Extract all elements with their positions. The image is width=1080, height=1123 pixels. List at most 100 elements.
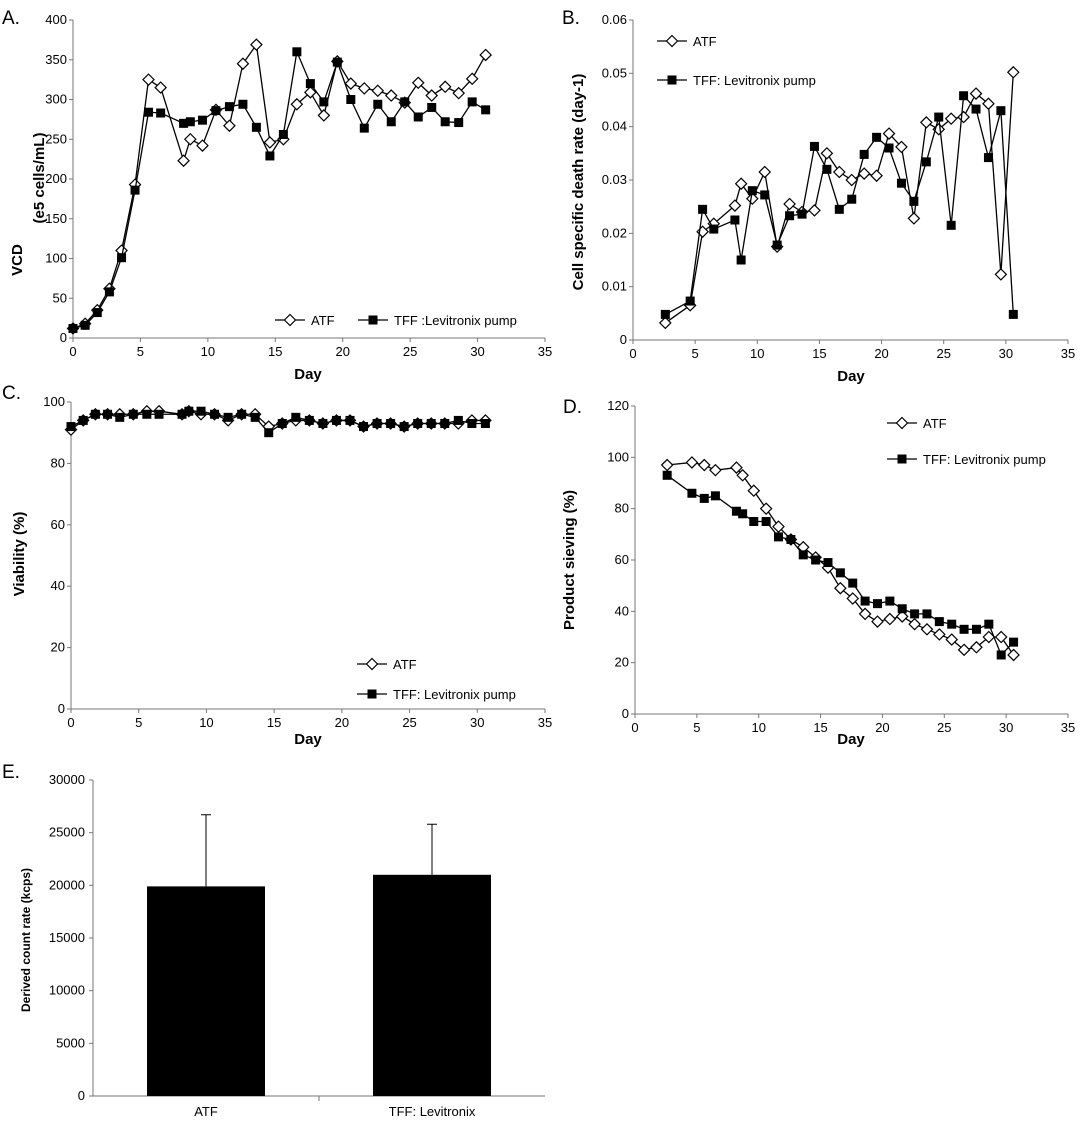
x-tick-label: 35 [538, 344, 552, 359]
y-axis-label: Cell specific death rate (day-1) [570, 74, 587, 291]
data-point [183, 132, 197, 146]
x-tick-label: 10 [199, 715, 213, 730]
data-point [947, 619, 957, 629]
y-tick-label: 350 [45, 52, 67, 67]
data-point [156, 108, 166, 118]
y-tick-label: 0 [78, 1088, 85, 1103]
data-point [736, 468, 749, 482]
data-point [92, 308, 102, 318]
y-tick-label: 250 [45, 131, 67, 146]
legend-marker [897, 454, 907, 464]
data-point [957, 110, 970, 124]
data-point [304, 415, 314, 425]
data-point [858, 607, 872, 621]
data-point [660, 309, 670, 319]
y-axis-label: Viability (%) [11, 512, 28, 597]
x-tick-label: 0 [67, 715, 74, 730]
legend-label: TFF: Levitronix pump [923, 452, 1046, 467]
data-point [372, 418, 382, 428]
data-point [885, 596, 895, 606]
data-point [785, 211, 795, 221]
data-point [115, 412, 125, 422]
data-point [823, 558, 833, 568]
data-point [197, 115, 207, 125]
y-tick-label: 20000 [49, 877, 85, 892]
data-point [921, 157, 931, 167]
x-tick-label: 15 [813, 720, 827, 735]
data-point [238, 99, 248, 109]
data-point [440, 418, 450, 428]
x-axis-label: Day [294, 731, 322, 748]
panel-a: A. 0 50 100 150 200 250 300 350 400 0 5 10 15 20 25 30 35… [2, 8, 552, 383]
category-label: TFF: Levitronix [389, 1104, 476, 1119]
data-point [919, 116, 933, 129]
data-point [809, 141, 819, 151]
x-tick-label: 10 [750, 346, 764, 361]
data-point [811, 555, 821, 565]
data-point [196, 406, 206, 416]
data-point [210, 409, 220, 419]
data-point [882, 127, 896, 140]
y-tick-label: 0.05 [602, 65, 627, 80]
data-point [291, 412, 301, 422]
data-point [797, 209, 807, 219]
data-point [959, 91, 969, 101]
y-tick-label: 15000 [49, 930, 85, 945]
data-point [223, 119, 236, 133]
data-point [845, 173, 859, 187]
data-point [971, 624, 981, 634]
data-point [658, 316, 672, 330]
data-point [896, 178, 906, 188]
data-point [154, 409, 164, 419]
data-point [996, 650, 1006, 660]
data-point [734, 177, 748, 191]
y-tick-label: 0 [622, 706, 629, 721]
data-point [453, 415, 463, 425]
y-tick-label: 400 [45, 12, 67, 27]
y-axis-label-units: (e5 cells/mL) [31, 133, 48, 224]
data-point [78, 415, 88, 425]
y-tick-label: 0.06 [602, 12, 627, 27]
data-point [413, 418, 423, 428]
data-point [822, 164, 832, 174]
data-point [278, 129, 288, 139]
data-point [454, 118, 464, 128]
data-point [277, 418, 287, 428]
data-point [154, 81, 168, 94]
data-point [480, 418, 490, 428]
data-point [144, 107, 154, 117]
y-tick-label: 60 [51, 517, 65, 532]
y-tick-label: 50 [53, 290, 67, 305]
y-tick-label: 0 [58, 701, 65, 716]
x-tick-label: 5 [693, 720, 700, 735]
data-point [130, 185, 140, 195]
legend-label: TFF: Levitronix pump [393, 687, 516, 702]
data-point [236, 57, 250, 71]
data-point [196, 139, 209, 152]
y-tick-label: 150 [45, 211, 67, 226]
data-point [317, 109, 331, 122]
data-point [834, 581, 847, 595]
data-point [185, 117, 195, 127]
data-point [783, 197, 796, 211]
x-axis-label: Day [837, 368, 865, 385]
bar [147, 886, 265, 1096]
data-point [957, 643, 971, 657]
data-point [660, 458, 674, 472]
data-point [730, 215, 740, 225]
x-tick-label: 15 [267, 715, 281, 730]
data-point [331, 415, 341, 425]
y-tick-label: 100 [607, 449, 629, 464]
data-point [731, 506, 741, 516]
data-point [177, 409, 187, 419]
data-point [251, 122, 261, 132]
data-point [994, 268, 1008, 281]
data-point [749, 517, 759, 526]
data-point [907, 212, 921, 225]
data-point [467, 418, 477, 428]
data-point [179, 118, 189, 128]
data-point [747, 484, 761, 498]
x-tick-label: 20 [335, 344, 349, 359]
data-point [318, 418, 328, 428]
data-point [103, 409, 113, 419]
